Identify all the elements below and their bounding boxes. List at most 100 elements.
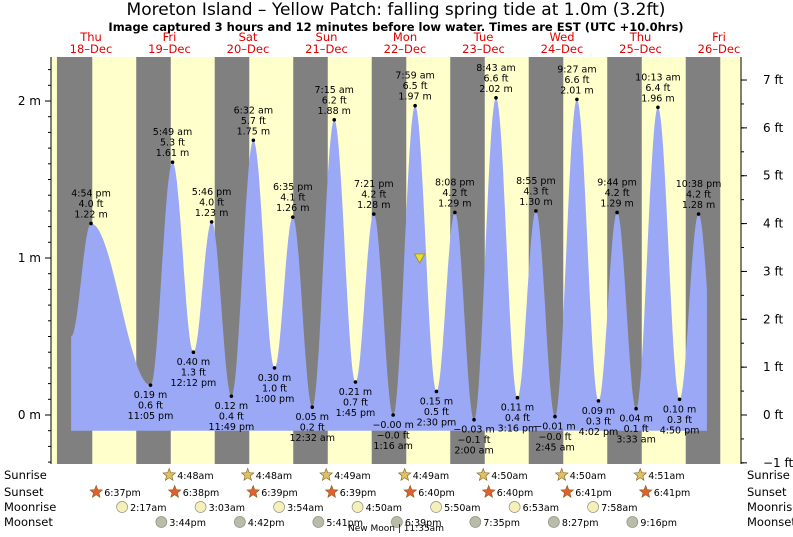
sunset-star-icon: [167, 484, 182, 498]
left-tick-label: 0 m: [18, 408, 41, 422]
tide-time: 2:30 pm: [417, 417, 457, 428]
tide-point: [170, 160, 175, 165]
moonrise-label-right: Moonrise: [747, 500, 793, 514]
tide-point: [209, 220, 214, 224]
moonset-icon: [626, 516, 639, 528]
sunrise-label-left: Sunrise: [4, 468, 47, 482]
tide-time: 8:08 pm: [435, 177, 475, 188]
sunrise-event: 4:48am: [240, 467, 292, 482]
tide-point: [290, 215, 295, 219]
tide-point: [251, 138, 256, 143]
moonrise-time: 4:50am: [366, 503, 402, 514]
tide-point: [677, 397, 682, 402]
sunset-label-right: Sunset: [747, 485, 787, 499]
tide-height-m: 1.29 m: [438, 198, 471, 209]
right-tick-label: 4 ft: [763, 217, 783, 231]
high-tide-label: 8:43 am6.6 ft2.02 m: [476, 63, 516, 100]
sunset-star-icon: [638, 484, 653, 498]
sunset-event: 6:39pm: [246, 484, 298, 499]
sunset-event: 6:39pm: [324, 484, 376, 499]
high-tide-label: 9:27 am6.6 ft2.01 m: [557, 64, 597, 102]
tide-time: 8:55 pm: [516, 176, 556, 187]
moonrise-event: 7:58am: [587, 501, 638, 514]
moonset-time: 6:39pm: [405, 518, 442, 529]
sunset-time: 6:37pm: [104, 488, 141, 499]
sunrise-event: 4:50am: [554, 467, 606, 482]
left-tick-label: 2 m: [18, 94, 41, 108]
tide-height-ft: −0.0 ft: [538, 432, 571, 443]
sunrise-star-icon: [319, 467, 334, 481]
tide-time: 7:59 am: [395, 71, 434, 82]
day-of-week: Sat: [239, 30, 258, 44]
right-tick-label: 1 ft: [763, 360, 783, 374]
moonrise-icon: [116, 501, 128, 513]
tide-height-m: 0.09 m: [582, 406, 615, 417]
moonset-label-right: Moonset: [747, 515, 793, 529]
tide-height-m: 0.19 m: [134, 390, 167, 401]
tide-time: 11:05 pm: [128, 411, 174, 422]
astro-rows: Sunrise Sunrise 4:48am 4:48am 4:49am 4:49am 4:…: [4, 467, 793, 529]
tide-time: 9:27 am: [557, 64, 596, 75]
sunrise-time: 4:49am: [334, 471, 370, 482]
tide-point: [575, 97, 579, 102]
moonset-event: 8:27pm: [547, 516, 598, 529]
tide-height-ft: 0.5 ft: [424, 407, 449, 418]
tide-time: 8:43 am: [476, 63, 515, 74]
moonset-icon: [469, 516, 482, 528]
sunrise-time: 4:50am: [491, 471, 527, 482]
sunrise-time: 4:50am: [570, 471, 606, 482]
current-level-marker: [413, 253, 426, 264]
tide-point: [413, 103, 417, 108]
tide-height-ft: −0.1 ft: [458, 435, 491, 446]
tide-height-m: 1.75 m: [237, 126, 270, 137]
tide-height-ft: 0.4 ft: [505, 413, 530, 424]
day-of-week: Fri: [163, 30, 177, 44]
tide-point: [596, 399, 601, 403]
tide-point: [615, 210, 619, 215]
sunset-star-icon: [246, 484, 261, 498]
high-tide-label: 10:13 am6.4 ft1.96 m: [635, 72, 681, 110]
tide-height-ft: 0.1 ft: [624, 424, 649, 435]
day-date: 26–Dec: [698, 42, 741, 56]
tide-height-ft: −0.0 ft: [377, 431, 410, 442]
tide-time: 5:46 pm: [192, 187, 232, 198]
tide-time: 12:32 am: [290, 433, 335, 444]
day-of-week: Wed: [549, 30, 574, 44]
right-tick-label: 6 ft: [763, 121, 783, 135]
moonrise-time: 7:58am: [601, 503, 637, 514]
sunset-time: 6:38pm: [183, 488, 220, 499]
sunset-event: 6:40pm: [403, 484, 455, 499]
low-tide-label: 0.15 m0.5 ft2:30 pm: [417, 389, 457, 428]
tide-time: 3:33 am: [616, 435, 655, 446]
tide-height-m: 0.21 m: [339, 387, 372, 398]
tide-height-m: 1.97 m: [398, 92, 431, 103]
moonset-event: 7:35pm: [469, 516, 520, 529]
right-tick-label: −1 ft: [763, 456, 793, 470]
tide-height-ft: 5.7 ft: [241, 116, 266, 127]
right-tick-label: 7 ft: [763, 73, 783, 87]
tide-point: [472, 417, 476, 422]
moonset-event: 5:41pm: [312, 516, 363, 529]
low-tide-label: 0.10 m0.3 ft4:50 pm: [660, 397, 699, 436]
tide-height-ft: 6.6 ft: [564, 75, 589, 86]
tide-time: 7:21 pm: [354, 179, 394, 190]
right-tick-label: 5 ft: [763, 169, 783, 183]
sunset-event: 6:37pm: [89, 484, 141, 499]
tide-height-ft: 4.0 ft: [199, 197, 224, 208]
tide-point: [272, 366, 277, 370]
tide-height-ft: 0.7 ft: [343, 398, 368, 409]
tide-height-ft: 6.2 ft: [322, 95, 347, 106]
moonrise-event: 6:53am: [508, 501, 559, 514]
tide-time: 3:16 pm: [498, 424, 538, 435]
moonrise-time: 3:03am: [209, 503, 245, 514]
moonset-label-left: Moonset: [4, 515, 53, 529]
moonrise-event: 3:03am: [194, 501, 245, 514]
tide-point: [553, 414, 557, 419]
tide-height-ft: 1.3 ft: [181, 368, 206, 379]
chart-title: Moreton Island – Yellow Patch: falling s…: [127, 0, 666, 20]
high-tide-label: 5:49 am5.3 ft1.61 m: [153, 127, 192, 165]
